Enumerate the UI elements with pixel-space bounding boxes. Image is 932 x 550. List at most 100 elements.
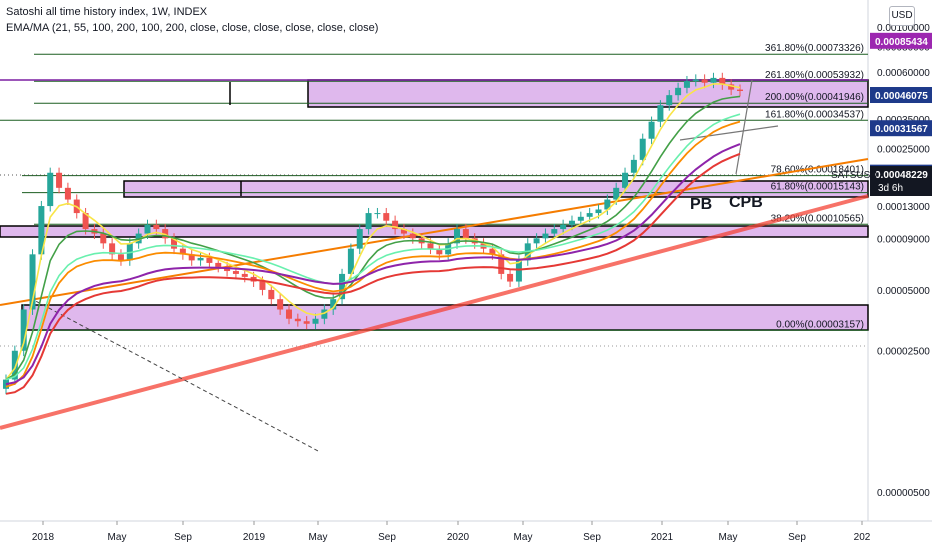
time-tick-label: Sep: [583, 532, 601, 543]
candle-body: [188, 254, 195, 261]
candle-body: [38, 206, 45, 255]
price-badge: 0.00046075: [870, 87, 932, 104]
red-trendline: [0, 194, 869, 430]
candle-body: [20, 309, 27, 351]
candle-body: [82, 213, 89, 230]
price-tick-label: 0.00000500: [877, 488, 930, 499]
candle-body: [666, 95, 673, 106]
fib-level-label: 200.00%(0.00041946): [765, 92, 864, 103]
price-badge-bg: [870, 87, 932, 104]
candle-body: [232, 271, 239, 274]
price-badge-text: 0.00085434: [875, 37, 928, 48]
candle-body: [383, 213, 390, 221]
candle-body: [586, 213, 593, 217]
time-tick-label: Sep: [788, 532, 806, 543]
price-badge-text: 0.00031567: [875, 124, 928, 135]
last-price-badge: [870, 166, 932, 196]
price-tick-label: 0.00005000: [877, 286, 930, 297]
candle-body: [498, 254, 505, 274]
fib-level-label: 0.00%(0.00003157): [776, 319, 864, 330]
candle-body: [604, 199, 611, 210]
candle-body: [179, 248, 186, 255]
currency-button[interactable]: USD: [889, 6, 915, 26]
candle-body: [365, 213, 372, 230]
candle-body: [241, 273, 248, 277]
price-tick-label: 0.00025000: [877, 145, 930, 156]
candle-body: [692, 79, 699, 82]
candle-body: [259, 281, 266, 290]
candle-body: [303, 321, 310, 324]
price-tick-label: 0.00013000: [877, 202, 930, 213]
time-tick-label: Sep: [174, 532, 192, 543]
candle-body: [683, 81, 690, 88]
candle-body: [436, 248, 443, 255]
price-tick-label: 0.00009000: [877, 234, 930, 245]
moving-average-line: [5, 143, 741, 386]
chart-title: Satoshi all time history index, 1W, INDE…: [6, 6, 208, 18]
candle-body: [117, 254, 124, 261]
time-tick-label: 2020: [447, 532, 470, 543]
candle-body: [613, 187, 620, 200]
candle-body: [728, 84, 735, 90]
candle-body: [577, 216, 584, 221]
orange-trendline: [0, 158, 869, 306]
candle-body: [215, 262, 222, 267]
indicator-legend[interactable]: EMA/MA (21, 55, 100, 200, 100, 200, clos…: [6, 22, 379, 34]
candle-body: [595, 209, 602, 214]
candle-body: [144, 224, 151, 234]
candle-body: [330, 299, 337, 310]
candle-body: [100, 233, 107, 244]
candle-body: [268, 289, 275, 300]
time-tick-label: May: [309, 532, 328, 543]
price-badge-bg: [870, 32, 932, 49]
time-tick-label: May: [514, 532, 533, 543]
candle-body: [427, 243, 434, 249]
price-badge: 0.00085434: [870, 32, 932, 49]
candle-body: [533, 238, 540, 244]
fib-level-label: 61.80%(0.00015143): [771, 182, 864, 193]
candle-body: [675, 87, 682, 96]
candle-body: [648, 121, 655, 139]
moving-average-line: [5, 152, 741, 395]
last-price-symbol: SATSUSD: [831, 170, 878, 181]
moving-average-line: [5, 83, 741, 381]
candle-body: [29, 254, 36, 310]
candle-body: [171, 238, 178, 249]
price-tick-label: 0.00002500: [877, 347, 930, 358]
candle-body: [312, 318, 319, 324]
time-tick-label: 2021: [651, 532, 674, 543]
projection-line: [735, 79, 753, 175]
candle-body: [568, 220, 575, 225]
candle-body: [657, 105, 664, 122]
fib-level-label: 161.80%(0.00034537): [765, 109, 864, 120]
fib-level-label: 78.60%(0.00018401): [771, 165, 864, 176]
candle-body: [206, 257, 213, 263]
fib-level-label: 38.20%(0.00010565): [771, 213, 864, 224]
candle-body: [630, 159, 637, 173]
candle-body: [551, 229, 558, 234]
time-tick-label: Sep: [378, 532, 396, 543]
candle-body: [719, 77, 726, 85]
candle-body: [622, 172, 629, 188]
candle-body: [462, 229, 469, 239]
candle-body: [56, 172, 63, 188]
fib-level-label: 361.80%(0.00073326): [765, 43, 864, 54]
candle-body: [153, 224, 160, 230]
time-tick-label: 202: [854, 532, 871, 543]
time-tick-label: 2019: [243, 532, 266, 543]
time-tick-label: 2018: [32, 532, 55, 543]
candle-body: [374, 213, 381, 215]
candle-body: [639, 138, 646, 160]
candle-body: [47, 172, 54, 207]
candle-body: [197, 257, 204, 261]
candle-body: [339, 273, 346, 300]
candle-body: [294, 318, 301, 322]
candle-body: [356, 229, 363, 249]
candle-body: [400, 229, 407, 234]
candle-body: [515, 260, 522, 282]
moving-average-line: [5, 120, 741, 388]
resistance-zone: [307, 79, 869, 108]
time-tick-label: May: [719, 532, 738, 543]
